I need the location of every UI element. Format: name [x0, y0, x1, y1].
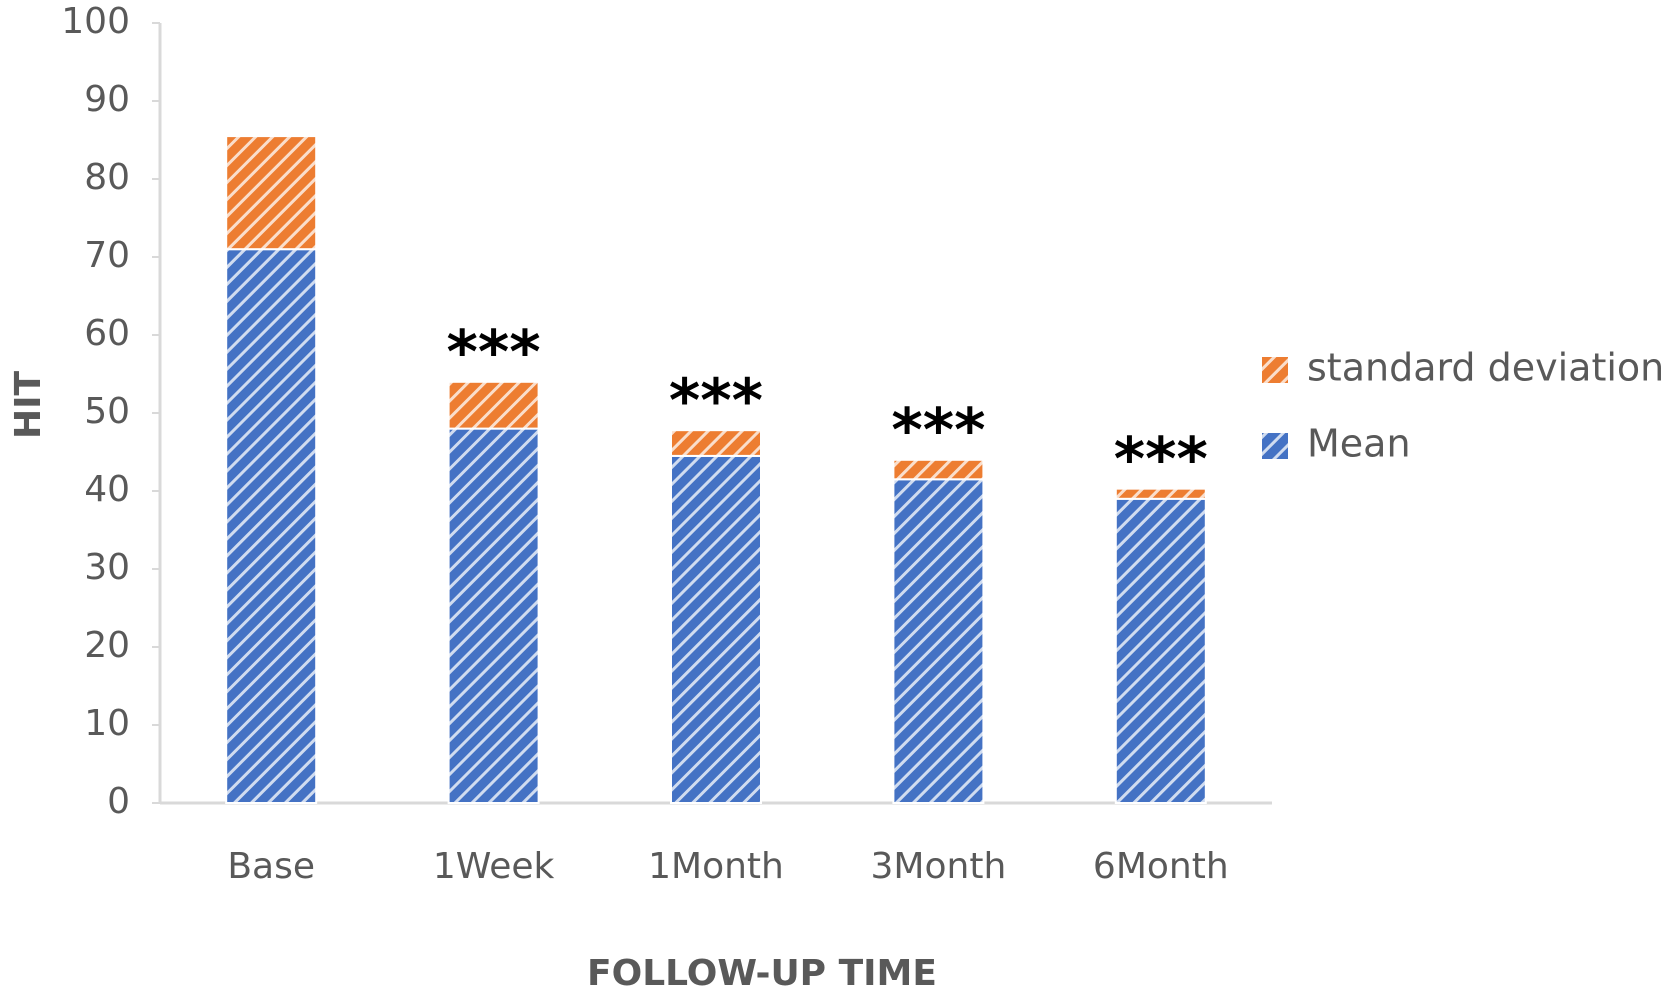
significance-label: *** — [891, 395, 985, 465]
bar-segment — [1114, 497, 1207, 804]
legend-label: standard deviation — [1307, 346, 1664, 390]
significance-label: *** — [447, 317, 541, 387]
y-tick-label: 70 — [84, 235, 130, 276]
bar-segment — [225, 248, 318, 804]
x-tick-label: 6Month — [1093, 846, 1229, 887]
x-tick-label: 3Month — [871, 846, 1007, 887]
x-tick-label: 1Month — [648, 846, 784, 887]
y-tick-label: 90 — [84, 79, 130, 120]
significance-label: *** — [669, 366, 763, 436]
y-tick-label: 60 — [84, 313, 130, 354]
x-tick-label: Base — [227, 846, 315, 887]
bar-segment — [1114, 487, 1207, 500]
y-tick-label: 80 — [84, 157, 130, 198]
y-axis-label: HIT — [8, 371, 49, 440]
bar-segment — [892, 478, 985, 804]
bar-segment — [225, 135, 318, 251]
y-tick-label: 20 — [84, 625, 130, 666]
y-tick-label: 10 — [84, 703, 130, 744]
legend-label: Mean — [1307, 422, 1411, 466]
x-tick-label: 1Week — [433, 846, 555, 887]
y-tick-label: 0 — [107, 781, 130, 822]
legend-swatch — [1262, 357, 1288, 383]
y-tick-label: 50 — [84, 391, 130, 432]
y-tick-label: 40 — [84, 469, 130, 510]
bar-segment — [670, 429, 762, 457]
y-tick-label: 100 — [61, 1, 130, 42]
legend-swatch — [1262, 433, 1288, 459]
bar-segment — [447, 380, 540, 430]
bar-segment — [670, 454, 762, 804]
x-axis-label: FOLLOW-UP TIME — [587, 953, 937, 994]
y-tick-label: 30 — [84, 547, 130, 588]
bar-segment — [892, 458, 985, 481]
significance-label: *** — [1114, 424, 1208, 494]
bar-segment — [447, 427, 540, 804]
